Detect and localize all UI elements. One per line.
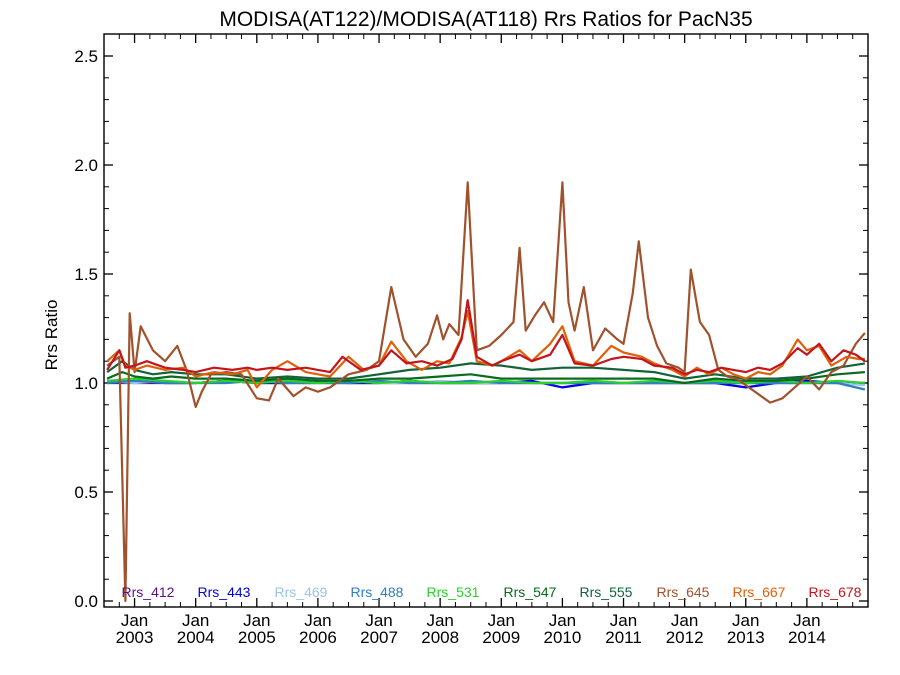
legend-entry-rrs-469: Rrs_469 (275, 584, 328, 600)
y-tick-label: 0.5 (74, 483, 98, 502)
x-tick-label-month: Jan (732, 611, 759, 630)
x-tick-label-month: Jan (121, 611, 148, 630)
series-line-rrs-547 (106, 371, 865, 385)
x-tick-label-month: Jan (488, 611, 515, 630)
x-tick-label-month: Jan (243, 611, 270, 630)
x-tick-label-year: 2003 (116, 628, 154, 647)
legend-entry-rrs-531: Rrs_531 (427, 584, 480, 600)
y-tick-label: 1.0 (74, 374, 98, 393)
x-tick-label-month: Jan (304, 611, 331, 630)
plot-frame (103, 33, 869, 608)
y-tick-label: 0.0 (74, 592, 98, 611)
x-tick-label-year: 2009 (482, 628, 520, 647)
x-tick-label-month: Jan (182, 611, 209, 630)
y-tick-label: 2.0 (74, 156, 98, 175)
y-axis-label: Rrs Ratio (42, 300, 61, 371)
legend-entry-rrs-547: Rrs_547 (504, 584, 557, 600)
x-tick-label-month: Jan (365, 611, 392, 630)
x-axis-ticks: Jan2003Jan2004Jan2005Jan2006Jan2007Jan20… (116, 34, 854, 647)
x-tick-label-year: 2004 (177, 628, 215, 647)
x-tick-label-year: 2006 (299, 628, 337, 647)
chart-title: MODISA(AT122)/MODISA(AT118) Rrs Ratios f… (219, 8, 752, 31)
x-tick-label-month: Jan (549, 611, 576, 630)
x-tick-label-month: Jan (426, 611, 453, 630)
x-tick-label-year: 2014 (788, 628, 826, 647)
x-tick-label-year: 2008 (421, 628, 459, 647)
legend-entry-rrs-488: Rrs_488 (351, 584, 404, 600)
x-tick-label-year: 2005 (238, 628, 276, 647)
legend-entry-rrs-412: Rrs_412 (122, 584, 175, 600)
series-line-rrs-678 (106, 299, 866, 376)
x-tick-label-year: 2011 (605, 628, 642, 647)
legend-entry-rrs-678: Rrs_678 (809, 584, 862, 600)
legend-entry-rrs-645: Rrs_645 (657, 584, 710, 600)
x-tick-label-year: 2012 (666, 628, 704, 647)
legend: Rrs_412 Rrs_443 Rrs_469 Rrs_488 Rrs_531 Rrs_5… (122, 584, 862, 600)
y-tick-label: 2.5 (74, 47, 98, 66)
x-tick-label-month: Jan (793, 611, 820, 630)
legend-entry-rrs-443: Rrs_443 (198, 584, 251, 600)
x-tick-label-year: 2013 (727, 628, 765, 647)
y-tick-label: 1.5 (74, 265, 98, 284)
legend-entry-rrs-555: Rrs_555 (580, 584, 633, 600)
series-line-rrs-645 (106, 181, 866, 603)
x-tick-label-year: 2007 (360, 628, 398, 647)
x-tick-label-month: Jan (671, 611, 698, 630)
x-tick-label-year: 2010 (543, 628, 581, 647)
y-axis-ticks: 0.0 0.5 1.0 1.5 2.0 2.5 (74, 47, 868, 611)
x-tick-label-month: Jan (610, 611, 637, 630)
legend-entry-rrs-667: Rrs_667 (733, 584, 786, 600)
series-lines (106, 181, 866, 603)
